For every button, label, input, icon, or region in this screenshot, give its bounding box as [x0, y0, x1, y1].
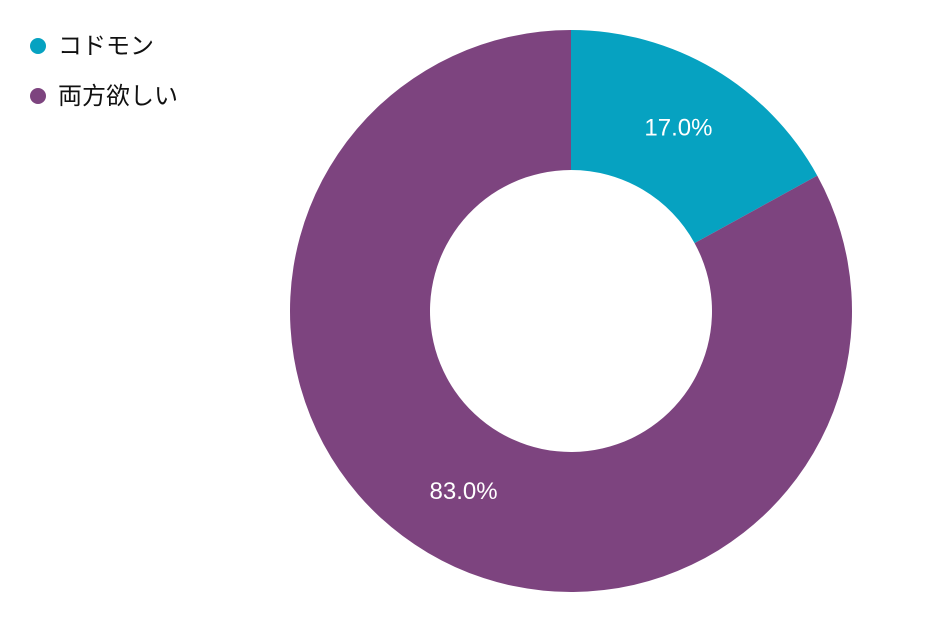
legend-dot-kodomon [30, 38, 46, 54]
legend-label-kodomon: コドモン [58, 32, 154, 60]
slice-label-both: 83.0% [430, 478, 498, 505]
donut-slice-kodomon [571, 30, 818, 244]
legend-item-both: 両方欲しい [30, 80, 178, 112]
legend-item-kodomon: コドモン [30, 30, 178, 62]
donut-slices [290, 30, 853, 592]
legend-label-both: 両方欲しい [58, 82, 178, 110]
slice-label-kodomon: 17.0% [644, 115, 712, 142]
donut-slice-labels: 17.0% 83.0% [430, 115, 713, 505]
legend-dot-both [30, 88, 46, 104]
donut-slice-both [290, 30, 853, 592]
chart-legend: コドモン 両方欲しい [30, 30, 178, 130]
